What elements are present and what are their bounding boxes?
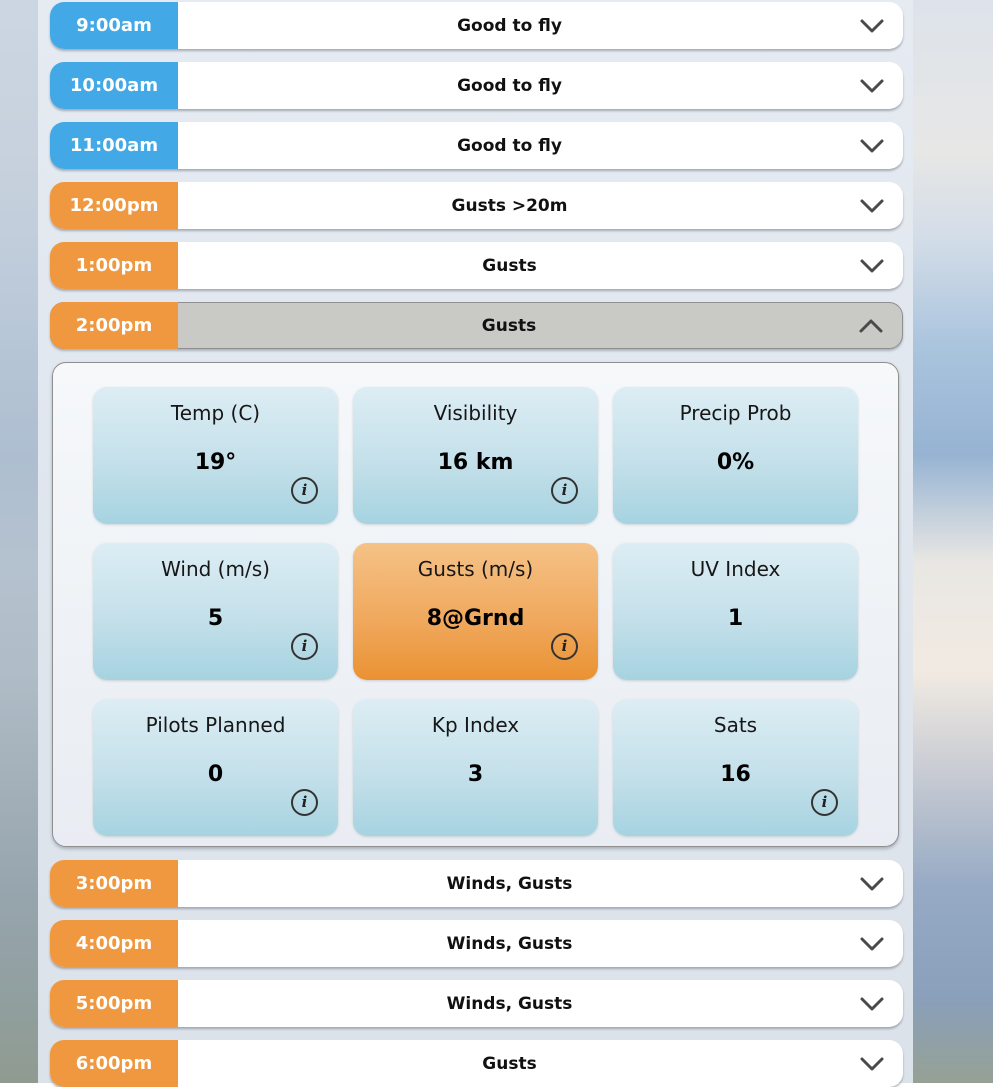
card-title: Wind (m/s) — [161, 557, 270, 581]
card-title: Sats — [713, 713, 758, 737]
hour-row[interactable]: 10:00am Good to fly — [50, 62, 903, 109]
card-value: 0% — [716, 450, 755, 475]
time-badge: 4:00pm — [50, 920, 178, 967]
row-toggle-button[interactable] — [841, 980, 903, 1027]
hour-row[interactable]: 2:00pm Gusts — [50, 302, 903, 349]
hour-row[interactable]: 12:00pm Gusts >20m — [50, 182, 903, 229]
weather-metric-card: Sats 16 i — [613, 699, 858, 836]
time-label: 4:00pm — [75, 933, 153, 954]
chevron-down-icon — [860, 997, 884, 1010]
time-badge: 3:00pm — [50, 860, 178, 907]
time-label: 3:00pm — [75, 873, 153, 894]
weather-metric-card: UV Index 1 — [613, 543, 858, 680]
row-toggle-button[interactable] — [841, 2, 903, 49]
chevron-down-icon — [860, 139, 884, 152]
card-title: Visibility — [433, 401, 518, 425]
row-toggle-button[interactable] — [840, 303, 902, 348]
chevron-down-icon — [860, 199, 884, 212]
time-badge: 1:00pm — [50, 242, 178, 289]
row-toggle-button[interactable] — [841, 182, 903, 229]
weather-metric-card: Gusts (m/s) 8@Grnd i — [353, 543, 598, 680]
row-status-label: Gusts — [482, 255, 537, 276]
time-label: 10:00am — [69, 75, 159, 96]
card-value: 16 — [720, 762, 751, 787]
card-title: Temp (C) — [170, 401, 261, 425]
card-value: 5 — [207, 606, 224, 631]
hour-row[interactable]: 11:00am Good to fly — [50, 122, 903, 169]
card-value: 19° — [194, 450, 237, 475]
card-title: Kp Index — [431, 713, 520, 737]
row-status-label: Good to fly — [457, 15, 562, 36]
chevron-down-icon — [860, 259, 884, 272]
info-icon[interactable]: i — [551, 633, 578, 660]
time-badge: 10:00am — [50, 62, 178, 109]
row-status-label: Good to fly — [457, 75, 562, 96]
hour-row[interactable]: 5:00pm Winds, Gusts — [50, 980, 903, 1027]
info-icon[interactable]: i — [291, 477, 318, 504]
time-label: 9:00am — [76, 15, 152, 36]
row-toggle-button[interactable] — [841, 860, 903, 907]
info-icon[interactable]: i — [291, 789, 318, 816]
row-toggle-button[interactable] — [841, 242, 903, 289]
time-label: 2:00pm — [75, 315, 153, 336]
card-value: 0 — [207, 762, 224, 787]
weather-metric-card: Visibility 16 km i — [353, 387, 598, 524]
time-label: 1:00pm — [75, 255, 153, 276]
chevron-up-icon — [859, 319, 883, 332]
sky-photo-background-left-strip — [0, 0, 38, 1083]
info-icon[interactable]: i — [291, 633, 318, 660]
chevron-down-icon — [860, 79, 884, 92]
card-value: 8@Grnd — [426, 606, 525, 631]
hour-row[interactable]: 9:00am Good to fly — [50, 2, 903, 49]
card-title: UV Index — [690, 557, 781, 581]
hour-row[interactable]: 1:00pm Gusts — [50, 242, 903, 289]
card-value: 3 — [467, 762, 484, 787]
chevron-down-icon — [860, 877, 884, 890]
hour-row[interactable]: 4:00pm Winds, Gusts — [50, 920, 903, 967]
row-status-label: Gusts — [481, 315, 537, 336]
card-title: Pilots Planned — [145, 713, 286, 737]
chevron-down-icon — [860, 1057, 884, 1070]
row-status-label: Gusts — [482, 1053, 537, 1074]
hour-row[interactable]: 6:00pm Gusts — [50, 1040, 903, 1087]
time-label: 5:00pm — [75, 993, 153, 1014]
card-title: Gusts (m/s) — [417, 557, 534, 581]
time-label: 12:00pm — [69, 195, 159, 216]
row-toggle-button[interactable] — [841, 920, 903, 967]
weather-metric-card: Kp Index 3 — [353, 699, 598, 836]
chevron-down-icon — [860, 19, 884, 32]
card-value: 1 — [727, 606, 744, 631]
row-status-label: Winds, Gusts — [446, 933, 573, 954]
hour-row[interactable]: 3:00pm Winds, Gusts — [50, 860, 903, 907]
hour-details-panel: Temp (C) 19° i Visibility 16 km i Precip… — [52, 362, 899, 847]
time-badge: 5:00pm — [50, 980, 178, 1027]
time-badge: 9:00am — [50, 2, 178, 49]
weather-metric-card: Precip Prob 0% — [613, 387, 858, 524]
weather-cards-grid: Temp (C) 19° i Visibility 16 km i Precip… — [93, 387, 858, 836]
card-value: 16 km — [437, 450, 514, 475]
row-status-label: Good to fly — [457, 135, 562, 156]
info-icon[interactable]: i — [811, 789, 838, 816]
hour-list[interactable]: 9:00am Good to fly 10:00am Good to fly 1… — [38, 0, 913, 1087]
time-badge: 6:00pm — [50, 1040, 178, 1087]
chevron-down-icon — [860, 937, 884, 950]
weather-metric-card: Temp (C) 19° i — [93, 387, 338, 524]
info-icon[interactable]: i — [551, 477, 578, 504]
row-toggle-button[interactable] — [841, 122, 903, 169]
card-title: Precip Prob — [679, 401, 792, 425]
row-toggle-button[interactable] — [841, 1040, 903, 1087]
time-badge: 2:00pm — [50, 302, 178, 349]
time-badge: 12:00pm — [50, 182, 178, 229]
weather-metric-card: Wind (m/s) 5 i — [93, 543, 338, 680]
row-status-label: Winds, Gusts — [446, 993, 573, 1014]
row-status-label: Winds, Gusts — [446, 873, 573, 894]
weather-metric-card: Pilots Planned 0 i — [93, 699, 338, 836]
row-status-label: Gusts >20m — [451, 195, 568, 216]
time-label: 6:00pm — [75, 1053, 153, 1074]
time-label: 11:00am — [69, 135, 159, 156]
row-toggle-button[interactable] — [841, 62, 903, 109]
time-badge: 11:00am — [50, 122, 178, 169]
